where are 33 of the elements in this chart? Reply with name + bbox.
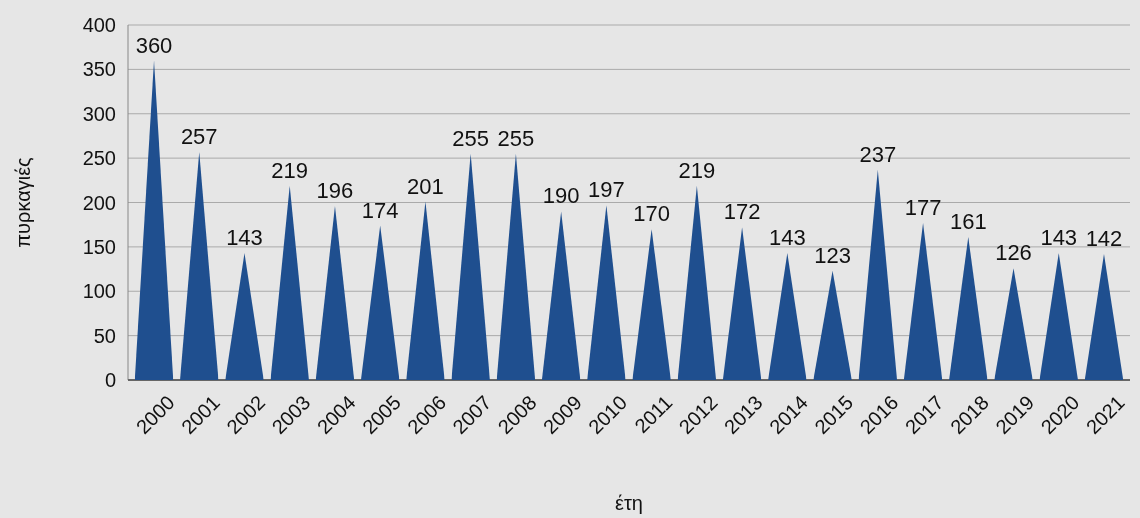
y-tick-label: 350	[82, 58, 116, 81]
data-label: 143	[768, 225, 806, 251]
data-label: 126	[995, 240, 1032, 266]
data-label: 255	[497, 125, 535, 151]
data-label: 196	[316, 178, 354, 204]
x-axis-title: έτη	[615, 492, 643, 514]
data-label: 170	[633, 201, 670, 227]
data-label: 143	[226, 225, 263, 251]
data-label: 143	[1040, 225, 1078, 251]
data-label: 219	[271, 157, 309, 183]
data-label: 161	[949, 209, 987, 235]
y-tick-label: 150	[82, 235, 116, 258]
data-label: 219	[678, 157, 716, 183]
y-tick-label: 50	[93, 324, 116, 347]
y-tick-label: 300	[82, 102, 116, 125]
data-label: 174	[361, 197, 399, 223]
y-tick-label: 0	[104, 369, 116, 391]
y-axis-title: πυρκαγιές	[12, 156, 34, 248]
data-label: 197	[588, 177, 625, 203]
data-label: 177	[904, 194, 942, 220]
data-label: 201	[407, 173, 444, 199]
data-label: 172	[723, 199, 761, 225]
y-tick-label: 200	[82, 191, 116, 214]
data-label: 190	[542, 183, 580, 209]
y-tick-label: 400	[82, 14, 116, 36]
data-label: 360	[135, 32, 173, 58]
data-label: 237	[859, 141, 897, 167]
data-label: 257	[180, 123, 218, 149]
data-label: 142	[1085, 225, 1123, 251]
data-label: 255	[452, 125, 490, 151]
y-tick-label: 100	[82, 280, 116, 303]
data-label: 123	[814, 242, 851, 268]
y-tick-label: 250	[82, 147, 116, 170]
